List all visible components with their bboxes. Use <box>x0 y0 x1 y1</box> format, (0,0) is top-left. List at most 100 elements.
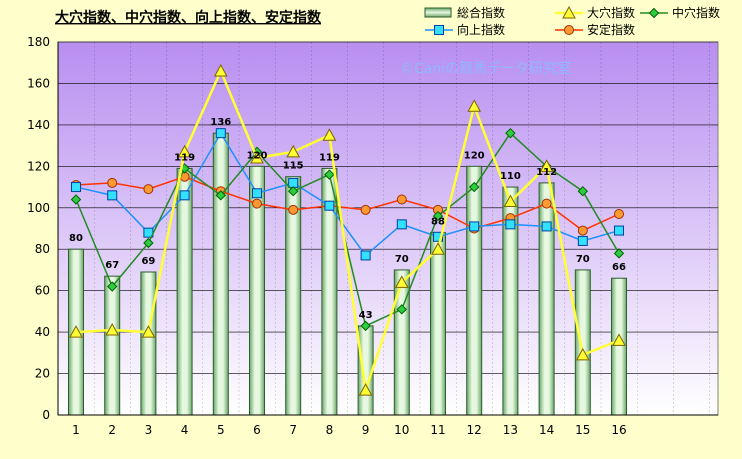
legend-marker <box>434 25 444 35</box>
x-tick-label: 10 <box>394 423 409 437</box>
data-point <box>358 383 373 396</box>
bar-value-label: 66 <box>612 262 626 273</box>
bar <box>393 269 410 416</box>
data-point <box>613 248 625 259</box>
series-line-antei <box>75 175 620 232</box>
data-point <box>468 181 480 193</box>
data-point <box>469 221 480 232</box>
data-point <box>614 225 624 236</box>
y-tick-label: 160 <box>27 76 50 90</box>
legend-label: 安定指数 <box>587 22 635 37</box>
legend-marker <box>648 7 660 19</box>
x-tick-label: 1 <box>72 423 80 437</box>
data-point <box>539 159 554 172</box>
data-labels: 80 67 69 119 136 120 115 119 43 70 88 120 110 112 70 66 <box>69 117 626 321</box>
data-point <box>396 219 407 230</box>
data-point <box>322 128 337 141</box>
bar-value-label: 112 <box>536 167 557 178</box>
data-point <box>69 325 83 338</box>
data-point <box>250 151 264 164</box>
bar <box>466 165 483 416</box>
x-tick-label: 15 <box>575 423 590 437</box>
bar-value-label: 110 <box>500 171 521 182</box>
legend-label: 総合指数 <box>457 5 505 20</box>
bar <box>538 182 555 416</box>
y-tick-label: 40 <box>35 325 50 339</box>
y-tick-label: 20 <box>35 367 50 381</box>
bar-value-label: 80 <box>69 233 83 244</box>
bar-value-label: 67 <box>105 260 119 271</box>
bar-value-label: 120 <box>464 150 485 161</box>
x-tick-label: 12 <box>467 423 482 437</box>
data-point <box>394 275 409 288</box>
y-tick-label: 80 <box>35 242 50 256</box>
series-line-chuuana <box>75 132 620 327</box>
data-point <box>177 144 192 158</box>
bar-value-label: 70 <box>395 254 409 265</box>
bar-value-label: 88 <box>431 217 445 228</box>
data-point <box>324 169 335 180</box>
bar <box>176 167 193 416</box>
data-point <box>179 190 190 201</box>
data-point <box>324 200 335 211</box>
bar <box>574 269 591 416</box>
x-tick-label: 7 <box>289 423 297 437</box>
x-tick-label: 8 <box>326 423 334 437</box>
legend-swatch <box>424 7 452 18</box>
data-point <box>107 177 118 188</box>
y-tick-label: 0 <box>42 408 50 422</box>
legend-label: 向上指数 <box>457 22 505 37</box>
data-point <box>396 304 408 315</box>
legend-label: 大穴指数 <box>587 5 635 20</box>
x-tick-label: 5 <box>217 423 225 437</box>
y-tick-label: 180 <box>27 35 50 49</box>
x-tick-label: 14 <box>539 423 554 437</box>
data-point <box>432 210 444 222</box>
legend-item: 安定指数 <box>555 22 635 37</box>
x-tick-label: 16 <box>611 423 626 437</box>
series-line-koujou <box>75 131 620 257</box>
chart-title: 大穴指数、中穴指数、向上指数、安定指数 <box>55 9 322 26</box>
legend-item: 総合指数 <box>424 5 505 20</box>
data-point <box>107 190 118 201</box>
watermark-text: ©Caniの競馬データ研究室 <box>400 60 571 77</box>
data-point <box>396 194 407 205</box>
data-point <box>105 322 120 336</box>
bar <box>104 275 121 416</box>
data-point <box>541 221 552 232</box>
bar-value-label: 119 <box>319 152 340 163</box>
legend-item: 向上指数 <box>425 22 505 37</box>
bar-value-label: 119 <box>174 152 195 163</box>
data-point <box>433 231 443 242</box>
data-point <box>505 219 516 230</box>
data-point <box>288 204 299 215</box>
x-tick-label: 6 <box>253 423 261 437</box>
legend-label: 中穴指数 <box>672 5 720 20</box>
data-point <box>143 237 154 249</box>
bar-value-label: 70 <box>576 254 590 265</box>
legend-item: 大穴指数 <box>555 5 635 20</box>
series-line-daiana <box>75 67 620 391</box>
bar-value-label: 115 <box>283 161 304 172</box>
y-tick-label: 140 <box>27 118 50 132</box>
y-tick-label: 120 <box>27 159 50 173</box>
x-tick-label: 11 <box>430 423 445 437</box>
data-point <box>360 204 371 215</box>
data-point <box>252 188 262 199</box>
data-point <box>431 242 445 255</box>
bar <box>611 277 627 416</box>
data-point <box>213 63 228 77</box>
data-point <box>286 144 301 158</box>
y-tick-label: 60 <box>35 284 50 298</box>
data-point <box>467 99 482 112</box>
data-point <box>215 128 226 139</box>
bar <box>430 232 446 416</box>
legend-item: 中穴指数 <box>640 5 720 20</box>
data-point <box>360 250 371 261</box>
legend-marker <box>564 25 574 35</box>
bar-value-label: 43 <box>359 310 373 321</box>
x-tick-label: 2 <box>108 423 116 437</box>
data-point <box>252 198 262 209</box>
